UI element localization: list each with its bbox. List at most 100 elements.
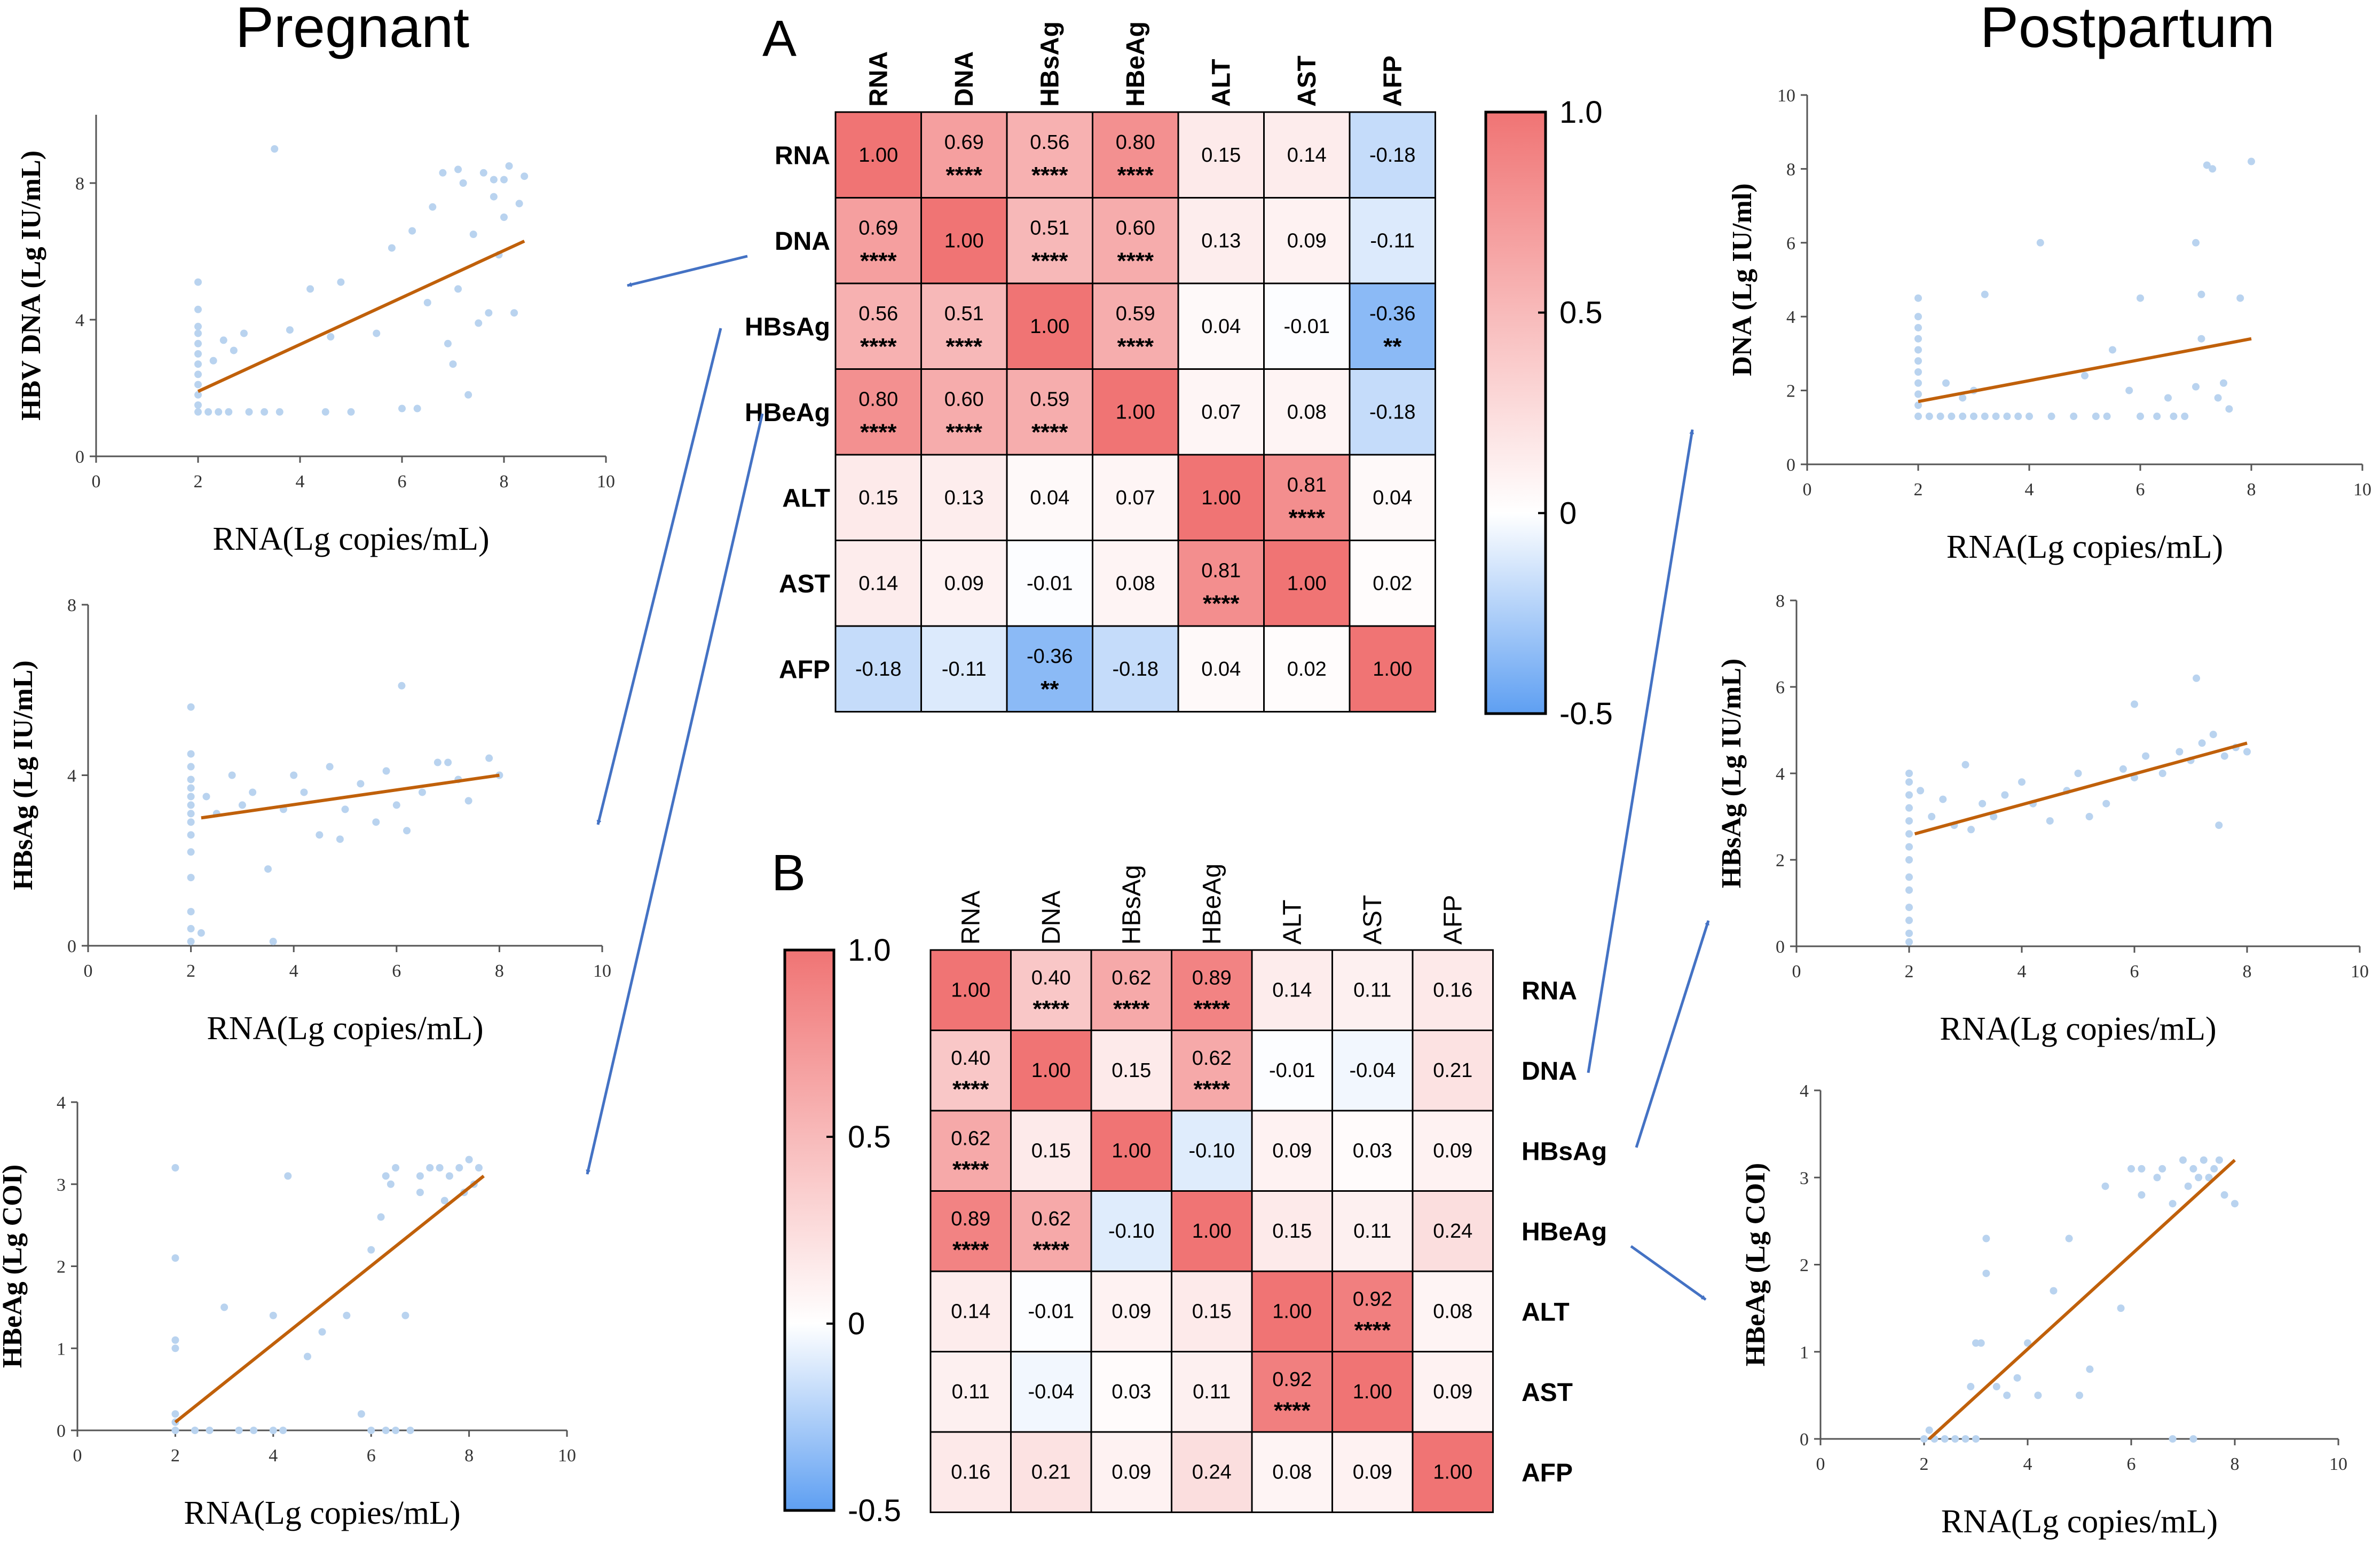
data-point xyxy=(434,758,442,766)
data-point xyxy=(2109,346,2116,354)
x-tick-label: 10 xyxy=(2329,1454,2347,1474)
heatmap-row-label: RNA xyxy=(1522,977,1577,1005)
data-point xyxy=(2013,1374,2021,1382)
heatmap-cell-value: 0.11 xyxy=(1193,1381,1231,1403)
data-point xyxy=(187,750,195,758)
y-axis-label: HBsAg (Lg IU/mL) xyxy=(8,660,38,890)
heatmap-cell xyxy=(1263,625,1351,713)
data-point xyxy=(2076,1391,2083,1399)
x-tick-label: 6 xyxy=(398,472,407,492)
data-point xyxy=(2046,817,2054,825)
data-point xyxy=(171,1427,179,1434)
x-tick-label: 0 xyxy=(92,472,101,492)
heatmap-cell xyxy=(1251,1190,1333,1272)
data-point xyxy=(2184,1182,2192,1190)
heatmap-cell-value: 0.04 xyxy=(1201,658,1241,680)
data-point xyxy=(250,1427,258,1434)
heatmap-cell xyxy=(1171,1431,1253,1513)
data-point xyxy=(197,929,205,937)
heatmap-cell-stars: **** xyxy=(1033,1237,1070,1263)
heatmap-cell xyxy=(1010,1190,1092,1272)
data-point xyxy=(2193,674,2201,682)
colorbar-tick-label: 0.5 xyxy=(848,1120,891,1154)
post-dna: 0 2 4 6 8 10 0 2 4 6 8 10 RNA(Lg copies/mL) DNA (Lg I… xyxy=(1727,86,2371,565)
heatmap-cell-value: 0.15 xyxy=(1201,144,1241,167)
heatmap-cell-value: -0.11 xyxy=(1370,230,1415,252)
data-point xyxy=(206,1427,214,1434)
data-point xyxy=(2018,778,2026,786)
data-point xyxy=(465,1156,473,1164)
data-point xyxy=(171,1344,179,1352)
regression-line xyxy=(1914,741,2248,836)
data-point xyxy=(2142,752,2150,760)
data-point xyxy=(1970,413,1977,421)
heatmap-cell xyxy=(1331,1030,1414,1112)
heatmap-b: RNA DNA HBsAg HBeAg ALT AST AFP RNA DNA HBsAg HBeA… xyxy=(783,864,1607,1528)
data-point xyxy=(429,203,437,211)
heatmap-cell xyxy=(1006,454,1093,541)
colorbar-tick-label: 0.5 xyxy=(1559,296,1603,330)
data-point xyxy=(1905,904,1913,912)
heatmap-col-label: AST xyxy=(1293,56,1321,107)
heatmap-cell xyxy=(1006,282,1093,370)
data-point xyxy=(500,213,508,221)
heatmap-cell-value: -0.01 xyxy=(1283,315,1330,338)
data-point xyxy=(2169,1200,2177,1208)
data-point xyxy=(275,408,283,416)
heatmap-cell xyxy=(1331,1190,1414,1272)
y-tick-label: 3 xyxy=(57,1175,66,1195)
x-tick-label: 10 xyxy=(2351,962,2369,982)
data-point xyxy=(187,818,195,826)
data-point xyxy=(2220,379,2227,387)
data-point xyxy=(1982,1234,1990,1242)
heatmap-cell-stars: **** xyxy=(1031,248,1068,274)
x-axis-label: RNA(Lg copies/mL) xyxy=(184,1495,460,1531)
y-tick-label: 4 xyxy=(67,766,76,786)
x-tick-label: 8 xyxy=(2231,1454,2240,1474)
x-tick-label: 0 xyxy=(73,1446,82,1466)
x-tick-label: 4 xyxy=(296,472,305,492)
data-point xyxy=(515,200,523,208)
x-tick-label: 2 xyxy=(1905,962,1914,982)
data-point xyxy=(1939,795,1947,803)
data-point xyxy=(1905,929,1913,937)
panel-label-b: B xyxy=(771,844,806,901)
heatmap-cell-stars: **** xyxy=(1194,996,1231,1022)
data-point xyxy=(1961,1435,1969,1443)
heatmap-cell-value: 0.59 xyxy=(1030,389,1069,411)
data-point xyxy=(2195,1174,2203,1182)
data-point xyxy=(336,835,344,843)
heatmap-cell-value: -0.01 xyxy=(1028,1300,1074,1323)
data-point xyxy=(464,391,472,399)
heatmap-row-label: RNA xyxy=(775,141,830,170)
data-point xyxy=(2189,1435,2197,1443)
heatmap-cell-value: 0.24 xyxy=(1192,1461,1232,1483)
data-point xyxy=(1914,313,1922,321)
heatmap-cell xyxy=(1171,1030,1253,1112)
data-point xyxy=(2181,413,2189,421)
data-point xyxy=(1920,1435,1928,1443)
data-point xyxy=(2209,165,2217,173)
heatmap-cell xyxy=(834,625,922,713)
heatmap-cell xyxy=(920,540,1008,627)
heatmap-cell-value: 0.08 xyxy=(1287,401,1327,424)
data-point xyxy=(219,336,227,344)
data-point xyxy=(2198,739,2206,747)
data-point xyxy=(2215,821,2223,829)
heatmap-cell xyxy=(1010,1431,1092,1513)
data-point xyxy=(1905,804,1913,812)
data-point xyxy=(194,322,202,330)
data-point xyxy=(343,1311,351,1319)
data-point xyxy=(2236,294,2244,302)
heatmap-cell xyxy=(1331,1110,1414,1192)
heatmap-cell-value: 0.08 xyxy=(1116,573,1155,595)
data-point xyxy=(194,360,202,368)
y-axis-label: HBsAg (Lg IU/mL) xyxy=(1716,659,1747,888)
heatmap-cell xyxy=(1090,1030,1172,1112)
heatmap-cell-value: 0.15 xyxy=(858,487,898,509)
x-axis-label: RNA(Lg copies/mL) xyxy=(207,1010,483,1047)
heatmap-cell-value: 0.09 xyxy=(1112,1461,1151,1483)
heatmap-cell xyxy=(1263,111,1351,199)
heatmap-cell-stars: **** xyxy=(1117,162,1154,188)
data-point xyxy=(440,1197,448,1205)
